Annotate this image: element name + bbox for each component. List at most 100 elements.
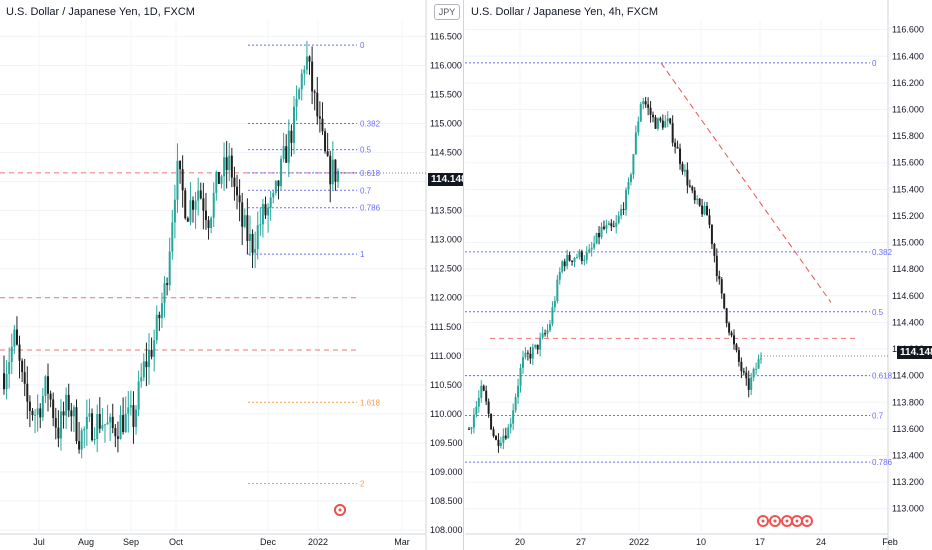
candle-body (708, 215, 711, 225)
h4-chart-pane[interactable]: 116.600 116.400 116.200 116.000 115.800 115.6… (465, 0, 932, 550)
price-axis-label: 115.200 (892, 211, 924, 221)
candle-body (49, 393, 52, 400)
time-axis-label: 10 (696, 537, 706, 547)
candle-body (181, 169, 184, 191)
candle-body (88, 413, 91, 417)
candle-body (215, 171, 218, 193)
candle-body (715, 255, 718, 277)
candle-body (563, 261, 566, 267)
fib-level-label: 0.7 (872, 412, 884, 421)
daily-chart-canvas[interactable]: 116.500116.000115.500115.000114.500114.0… (0, 0, 464, 550)
candle-body (147, 349, 150, 368)
time-axis-label: Mar (394, 537, 410, 547)
candle-body (8, 361, 11, 375)
candle-body (39, 408, 42, 418)
fib-level-label: 1.618 (360, 398, 381, 407)
candle-body (566, 254, 569, 267)
candle-body (13, 329, 16, 347)
candle-body (246, 215, 249, 241)
candle-body (546, 330, 549, 334)
event-marker-icon (785, 519, 789, 523)
candle-body (277, 180, 280, 187)
candle-body (308, 56, 311, 62)
candle-body (551, 307, 554, 324)
candle-body (553, 301, 556, 308)
candle-body (580, 251, 583, 261)
price-axis-label: 108.000 (430, 525, 463, 535)
candle-body (80, 430, 83, 450)
candle-body (44, 376, 47, 397)
candle-body (480, 385, 483, 398)
candle-body (163, 283, 166, 304)
candle-body (153, 340, 156, 357)
time-axis-label: Jul (33, 537, 45, 547)
candle-body (72, 407, 75, 417)
candle-body (723, 293, 726, 309)
candle-body (671, 123, 674, 143)
candle-body (254, 249, 257, 253)
candle-body (612, 226, 615, 228)
candle-body (683, 169, 686, 172)
candle-body (558, 271, 561, 280)
pane-divider[interactable] (463, 0, 464, 550)
candle-body (477, 397, 480, 407)
candle-body (728, 323, 731, 333)
current-price-tag: 114.148 (897, 346, 932, 359)
candle-body (54, 418, 57, 428)
candle-body (647, 104, 650, 108)
fib-level-label: 0.7 (360, 186, 372, 195)
candle-body (485, 390, 488, 402)
candle-body (204, 210, 207, 221)
candle-body (116, 436, 119, 439)
event-marker-icon (761, 519, 765, 523)
h4-chart-canvas[interactable]: 116.600 116.400 116.200 116.000 115.800 115.6… (465, 0, 932, 550)
candle-body (674, 142, 677, 147)
candle-body (686, 169, 689, 186)
candle-body (155, 314, 158, 341)
candle-body (168, 251, 171, 286)
daily-chart-pane[interactable]: 116.500116.000115.500115.000114.500114.0… (0, 0, 464, 550)
candle-body (561, 261, 564, 272)
candle-body (23, 372, 26, 384)
currency-badge[interactable]: JPY (434, 4, 460, 20)
price-axis-label: 110.500 (430, 380, 462, 390)
candle-body (725, 308, 728, 324)
candle-body (634, 132, 637, 155)
candle-body (111, 416, 114, 429)
event-marker-icon (773, 519, 777, 523)
time-axis-label: 2022 (308, 537, 328, 547)
time-axis-label: 27 (576, 537, 586, 547)
price-axis-label: 114.400 (892, 317, 924, 327)
candle-body (298, 89, 301, 99)
fib-level-label: 0.618 (872, 372, 893, 381)
candle-body (487, 401, 490, 414)
candle-body (223, 157, 226, 177)
time-axis-label: Aug (78, 537, 94, 547)
fib-level-label: 0.786 (360, 204, 381, 213)
time-axis-label: 2022 (629, 537, 649, 547)
candle-body (236, 186, 239, 196)
h4-chart-title: U.S. Dollar / Japanese Yen, 4h, FXCM (471, 6, 659, 18)
candle-body (644, 101, 647, 105)
candle-body (548, 323, 551, 331)
candle-body (698, 198, 701, 206)
candle-body (129, 405, 132, 408)
price-axis-label: 113.000 (430, 235, 462, 245)
candle-body (272, 192, 275, 198)
candle-body (21, 360, 24, 373)
candle-body (47, 376, 50, 394)
price-axis-label: 114.000 (892, 371, 924, 381)
price-axis-label: 115.500 (430, 89, 462, 99)
candle-body (526, 352, 529, 354)
candle-body (627, 181, 630, 190)
trend-line (660, 62, 832, 303)
candle-body (588, 249, 591, 253)
candle-body (34, 414, 37, 416)
candle-body (757, 359, 760, 369)
candle-body (199, 190, 202, 199)
event-marker-icon (795, 519, 799, 523)
candle-body (575, 257, 578, 259)
candle-body (760, 358, 762, 360)
candle-body (669, 118, 672, 124)
candle-body (632, 154, 635, 175)
